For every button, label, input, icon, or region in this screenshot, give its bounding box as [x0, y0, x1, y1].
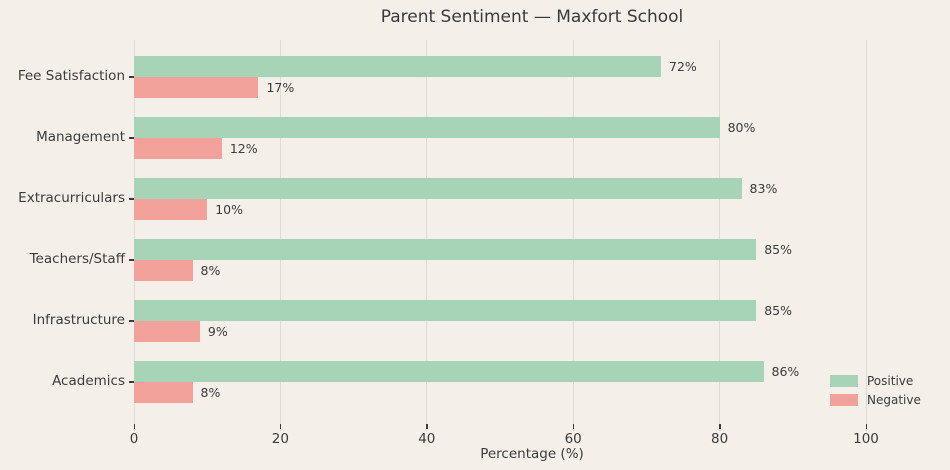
legend-label: Negative: [867, 392, 921, 407]
y-category-label: Academics: [52, 373, 125, 389]
y-tick-mark: [129, 198, 134, 200]
y-tick-mark: [129, 381, 134, 383]
bar-value-label: 8%: [200, 385, 221, 400]
x-tick-label: 40: [418, 431, 436, 447]
x-tick-label: 100: [853, 431, 879, 447]
bar-value-label: 80%: [727, 120, 756, 135]
bar-negative: [134, 321, 200, 342]
y-tick-mark: [129, 259, 134, 261]
x-axis-label: Percentage (%): [480, 446, 584, 462]
x-tick-mark: [133, 424, 135, 429]
gridline-x-80: [719, 40, 721, 424]
legend-entry-positive: Positive: [830, 372, 921, 389]
bar-value-label: 9%: [207, 324, 228, 339]
chart-title: Parent Sentiment — Maxfort School: [380, 7, 684, 27]
bar-positive: [134, 239, 757, 260]
x-tick-label: 60: [564, 431, 582, 447]
bar-positive: [134, 178, 742, 199]
gridline-x-100: [865, 40, 867, 424]
bar-value-label: 85%: [764, 242, 792, 257]
gridline-x-0: [133, 40, 135, 424]
plot-area: 72% 17% 80% 12% 83% 10% 85% 8% 85% 9% 86% 8%: [133, 40, 930, 424]
legend-entry-negative: Negative: [830, 391, 921, 408]
legend: Positive Negative: [830, 372, 921, 410]
bar-value-label: 17%: [266, 80, 295, 95]
x-tick-label: 80: [711, 431, 729, 447]
x-tick-label: 0: [129, 431, 139, 447]
x-tick-mark: [719, 424, 721, 429]
bar-value-label: 8%: [200, 263, 221, 278]
bar-positive: [134, 117, 720, 138]
gridline-x-40: [426, 40, 428, 424]
bar-positive: [134, 361, 764, 382]
bar-value-label: 83%: [749, 181, 778, 196]
legend-swatch-positive: [830, 374, 858, 387]
bar-value-label: 72%: [669, 59, 697, 74]
bar-positive: [134, 300, 757, 321]
bar-negative: [134, 77, 259, 98]
bar-negative: [134, 138, 222, 159]
y-category-label: Management: [36, 129, 125, 145]
bar-negative: [134, 199, 208, 220]
x-tick-mark: [572, 424, 575, 429]
y-category-label: Fee Satisfaction: [17, 68, 125, 84]
gridline-x-20: [279, 40, 281, 424]
y-category-label: Infrastructure: [32, 312, 125, 328]
bar-negative: [134, 260, 193, 281]
y-category-label: Teachers/Staff: [29, 251, 125, 267]
gridline-x-60: [572, 40, 574, 424]
bar-positive: [134, 56, 662, 77]
x-tick-label: 20: [271, 431, 289, 447]
bar-value-label: 86%: [771, 364, 800, 379]
bar-negative: [134, 382, 193, 403]
bar-value-label: 85%: [764, 303, 792, 318]
y-tick-mark: [129, 320, 134, 322]
y-tick-mark: [129, 137, 134, 139]
x-tick-mark: [426, 424, 428, 429]
legend-swatch-negative: [830, 393, 858, 406]
x-tick-mark: [279, 424, 282, 429]
legend-label: Positive: [867, 373, 914, 388]
y-tick-mark: [129, 76, 134, 78]
bar-value-label: 12%: [229, 141, 258, 156]
x-tick-mark: [865, 424, 867, 429]
y-category-label: Extracurriculars: [18, 190, 125, 206]
bar-value-label: 10%: [215, 202, 243, 217]
